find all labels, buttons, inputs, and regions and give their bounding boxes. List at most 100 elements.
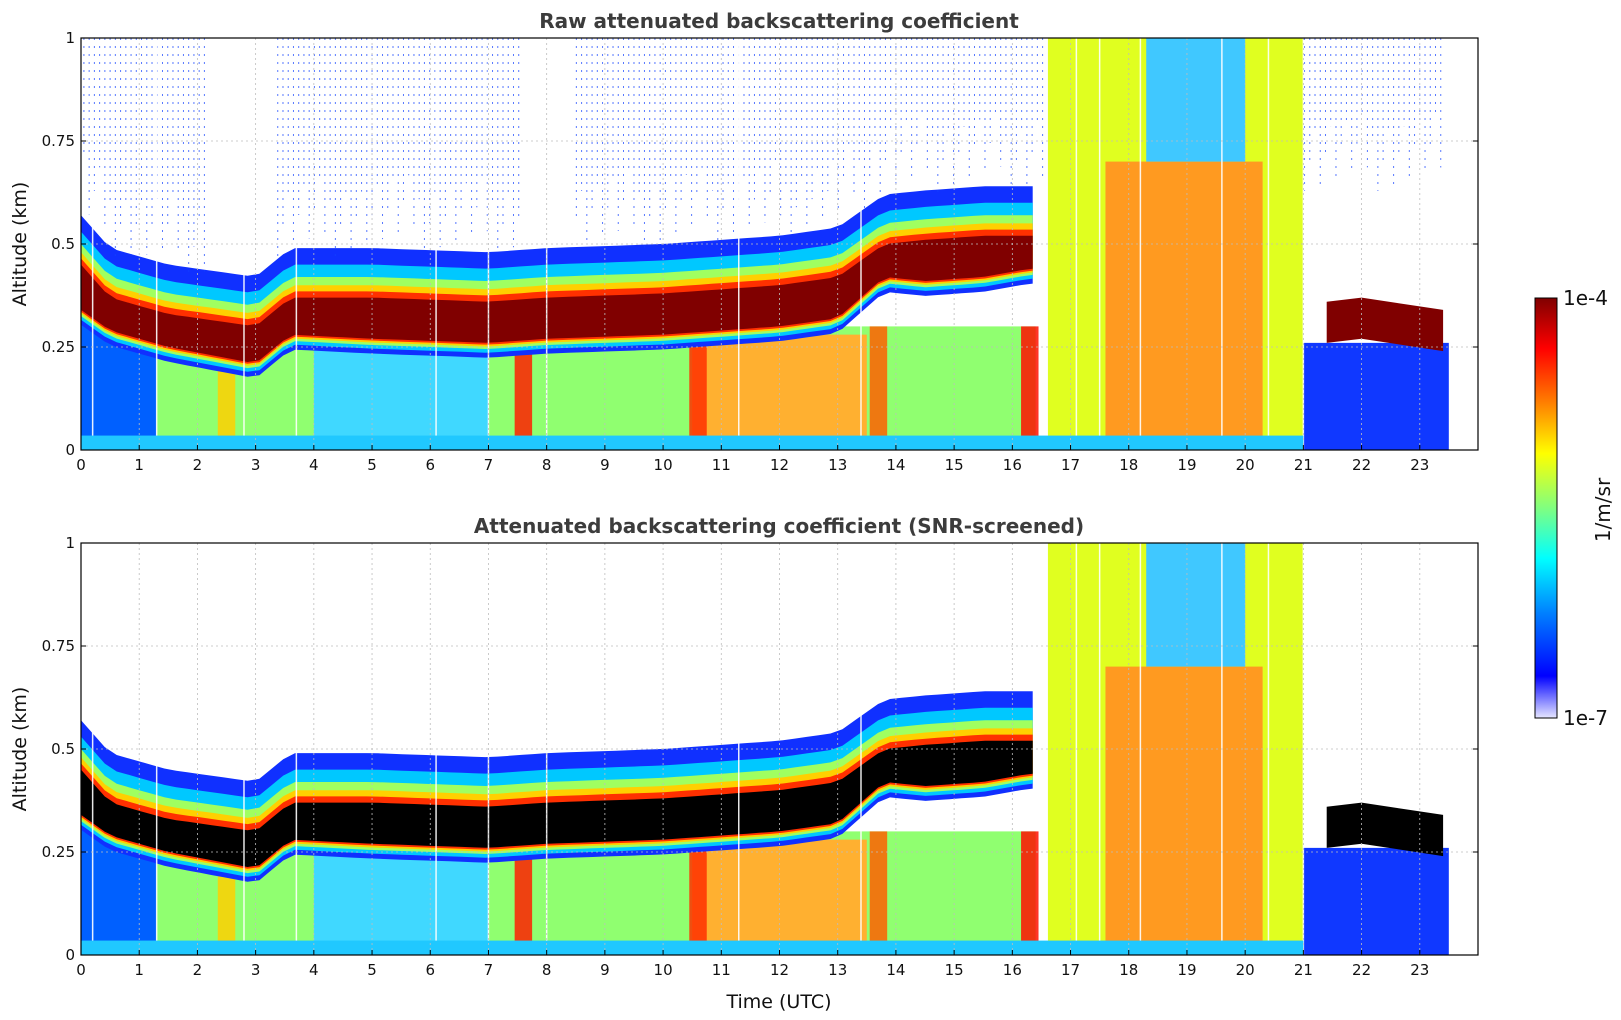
x-tick-label: 2 [193, 456, 203, 474]
panel-raw-xticks: 0 1 2 3 4 5 6 7 8 9 10 11 12 13 14 15 16 17 18 19 20 21 22 23 [76, 445, 1429, 474]
x-tick-label: 1 [134, 456, 144, 474]
late-blue-region [1303, 847, 1449, 955]
late-layer-core [1326, 297, 1444, 352]
y-tick-label: 1 [65, 534, 75, 552]
x-tick-label: 14 [886, 961, 905, 979]
y-tick-label: 0 [65, 441, 75, 459]
colorbar-unit-label: 1/m/sr [1591, 477, 1615, 542]
x-tick-label: 14 [886, 456, 905, 474]
x-tick-label: 6 [425, 961, 435, 979]
x-tick-label: 11 [712, 456, 731, 474]
x-tick-label: 22 [1352, 961, 1371, 979]
x-tick-label: 3 [251, 961, 261, 979]
fall-streak [1021, 831, 1039, 955]
colorbar-gradient [1534, 297, 1558, 719]
ground-strip [81, 940, 1304, 955]
lowlevel-clear-region [313, 843, 489, 955]
x-tick-label: 9 [600, 456, 610, 474]
x-tick-label: 17 [1061, 456, 1080, 474]
x-tick-label: 21 [1294, 456, 1313, 474]
dense-cloud-core [1105, 161, 1263, 450]
panel-raw-ylabel: Altitude (km) [9, 182, 31, 307]
x-tick-label: 2 [193, 961, 203, 979]
x-tick-label: 12 [770, 961, 789, 979]
panel-screened-heatmap [81, 543, 1478, 955]
colorbar: 1e-4 1e-7 1/m/sr [1534, 286, 1615, 730]
y-tick-label: 0.25 [42, 338, 75, 356]
fall-streak [689, 326, 707, 450]
x-tick-label: 19 [1177, 961, 1196, 979]
x-tick-label: 11 [712, 961, 731, 979]
colorbar-max-label: 1e-4 [1563, 286, 1608, 310]
x-tick-label: 3 [251, 456, 261, 474]
x-tick-label: 7 [484, 961, 494, 979]
x-tick-label: 0 [76, 456, 86, 474]
x-tick-label: 4 [309, 456, 319, 474]
x-tick-label: 23 [1410, 456, 1429, 474]
x-tick-label: 6 [425, 456, 435, 474]
fall-streak [514, 831, 533, 955]
x-tick-label: 13 [828, 456, 847, 474]
fall-streak [1021, 326, 1039, 450]
panel-screened-grid [81, 543, 1478, 955]
x-tick-label: 16 [1003, 456, 1022, 474]
x-tick-label: 20 [1236, 456, 1255, 474]
late-blue-region [1303, 342, 1449, 450]
panel-screened-xticks: 0 1 2 3 4 5 6 7 8 9 10 11 12 13 14 15 16 17 18 19 20 21 22 23 [76, 950, 1429, 979]
panel-raw: Raw attenuated backscattering coefficien… [9, 9, 1479, 474]
dense-cloud-core [1105, 666, 1263, 955]
x-tick-label: 4 [309, 961, 319, 979]
fall-streak [869, 831, 888, 955]
x-tick-label: 20 [1236, 961, 1255, 979]
y-tick-label: 0 [65, 946, 75, 964]
x-tick-label: 18 [1119, 456, 1138, 474]
ground-strip [81, 435, 1304, 450]
y-tick-label: 0.25 [42, 843, 75, 861]
panel-screened-xlabel: Time (UTC) [725, 991, 831, 1013]
panel-screened-yticks: 0 0.25 0.5 0.75 1 [42, 534, 1478, 964]
x-tick-label: 5 [367, 961, 377, 979]
x-tick-label: 9 [600, 961, 610, 979]
y-tick-label: 0.75 [42, 132, 75, 150]
fall-streak [689, 831, 707, 955]
x-tick-label: 10 [654, 456, 673, 474]
x-tick-label: 5 [367, 456, 377, 474]
x-tick-label: 19 [1177, 456, 1196, 474]
x-tick-label: 21 [1294, 961, 1313, 979]
lowlevel-dust-region [692, 839, 867, 955]
fall-streak [869, 326, 888, 450]
colorbar-min-label: 1e-7 [1563, 706, 1608, 730]
x-tick-label: 22 [1352, 456, 1371, 474]
x-tick-label: 8 [542, 456, 552, 474]
panel-screened-title: Attenuated backscattering coefficient (S… [474, 514, 1084, 538]
x-tick-label: 1 [134, 961, 144, 979]
y-tick-label: 1 [65, 29, 75, 47]
dense-cloud-top [1146, 543, 1246, 667]
x-tick-label: 16 [1003, 961, 1022, 979]
x-tick-label: 17 [1061, 961, 1080, 979]
y-tick-label: 0.75 [42, 637, 75, 655]
x-tick-label: 23 [1410, 961, 1429, 979]
panel-screened-ylabel: Altitude (km) [9, 687, 31, 812]
lowlevel-clear-region [313, 338, 489, 450]
lowlevel-dust-region [692, 334, 867, 450]
y-tick-label: 0.5 [51, 740, 75, 758]
y-tick-label: 0.5 [51, 235, 75, 253]
x-tick-label: 8 [542, 961, 552, 979]
panel-raw-grid [81, 38, 1478, 450]
panel-screened: Attenuated backscattering coefficient (S… [9, 514, 1479, 1013]
x-tick-label: 18 [1119, 961, 1138, 979]
late-layer-core [1326, 802, 1444, 857]
x-tick-label: 15 [945, 961, 964, 979]
x-tick-label: 0 [76, 961, 86, 979]
x-tick-label: 7 [484, 456, 494, 474]
x-tick-label: 12 [770, 456, 789, 474]
x-tick-label: 13 [828, 961, 847, 979]
panel-raw-title: Raw attenuated backscattering coefficien… [539, 9, 1019, 33]
layer-core [81, 235, 1033, 362]
x-tick-label: 15 [945, 456, 964, 474]
panel-raw-yticks: 0 0.25 0.5 0.75 1 [42, 29, 1478, 459]
x-tick-label: 10 [654, 961, 673, 979]
dense-cloud-top [1146, 38, 1246, 162]
